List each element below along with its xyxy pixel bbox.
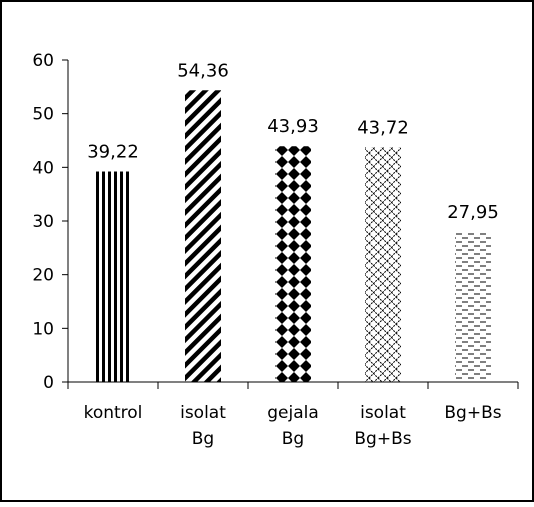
y-tick-label: 10	[32, 319, 54, 339]
bars	[95, 90, 491, 382]
x-tick-label: gejala	[267, 403, 319, 423]
data-label-2: 54,36	[177, 60, 229, 81]
bar-2	[185, 90, 221, 382]
x-tick-label: Bg+Bs	[354, 429, 411, 449]
y-tick-label: 20	[32, 266, 54, 286]
y-tick-label: 40	[32, 158, 54, 178]
data-label-4: 43,72	[357, 117, 409, 138]
y-tick-label: 50	[32, 105, 54, 125]
x-tick-label: Bg	[282, 429, 304, 449]
axes: 0 10 20 30 40 50 60	[32, 51, 519, 393]
x-tick-label: kontrol	[84, 403, 143, 423]
y-tick-label: 0	[43, 373, 54, 393]
x-tick-label: Bg+Bs	[444, 403, 501, 423]
x-tick-label: isolat	[360, 403, 406, 423]
data-label-1: 39,22	[87, 142, 139, 163]
y-tick-label: 30	[32, 212, 54, 232]
x-tick-label: isolat	[180, 403, 226, 423]
data-label-3: 43,93	[267, 116, 319, 137]
bar-4	[365, 147, 401, 382]
y-tick-label: 60	[32, 51, 54, 71]
data-label-5: 27,95	[447, 202, 499, 223]
bar-3	[275, 146, 311, 382]
labels: 39,22 kontrol 54,36 isolat Bg 43,93 gejala Bg 43…	[84, 60, 502, 449]
x-tick-label: Bg	[192, 429, 214, 449]
bar-5	[455, 232, 491, 382]
bar-1	[95, 171, 131, 382]
